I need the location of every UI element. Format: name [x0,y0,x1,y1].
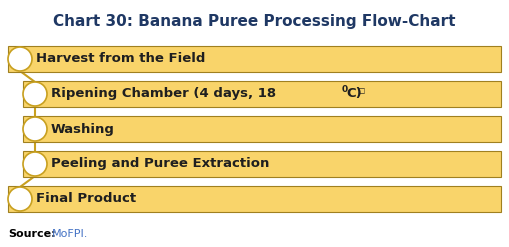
Text: Final Product: Final Product [36,192,136,206]
Circle shape [23,82,47,106]
FancyBboxPatch shape [8,186,501,212]
Text: C): C) [347,87,362,101]
Text: Ripening Chamber (4 days, 18: Ripening Chamber (4 days, 18 [51,87,276,101]
Circle shape [8,47,32,71]
Circle shape [8,187,32,211]
FancyBboxPatch shape [23,116,501,142]
Text: Harvest from the Field: Harvest from the Field [36,53,205,65]
Text: 0: 0 [342,84,348,94]
Text: MoFPI.: MoFPI. [52,229,89,239]
Circle shape [23,117,47,141]
Text: Source:: Source: [8,229,55,239]
FancyBboxPatch shape [23,151,501,177]
Text: □: □ [357,85,365,95]
Text: Washing: Washing [51,123,115,136]
Circle shape [23,152,47,176]
FancyBboxPatch shape [8,46,501,72]
Text: Chart 30: Banana Puree Processing Flow-Chart: Chart 30: Banana Puree Processing Flow-C… [53,14,456,29]
Text: Peeling and Puree Extraction: Peeling and Puree Extraction [51,158,269,170]
FancyBboxPatch shape [23,81,501,107]
